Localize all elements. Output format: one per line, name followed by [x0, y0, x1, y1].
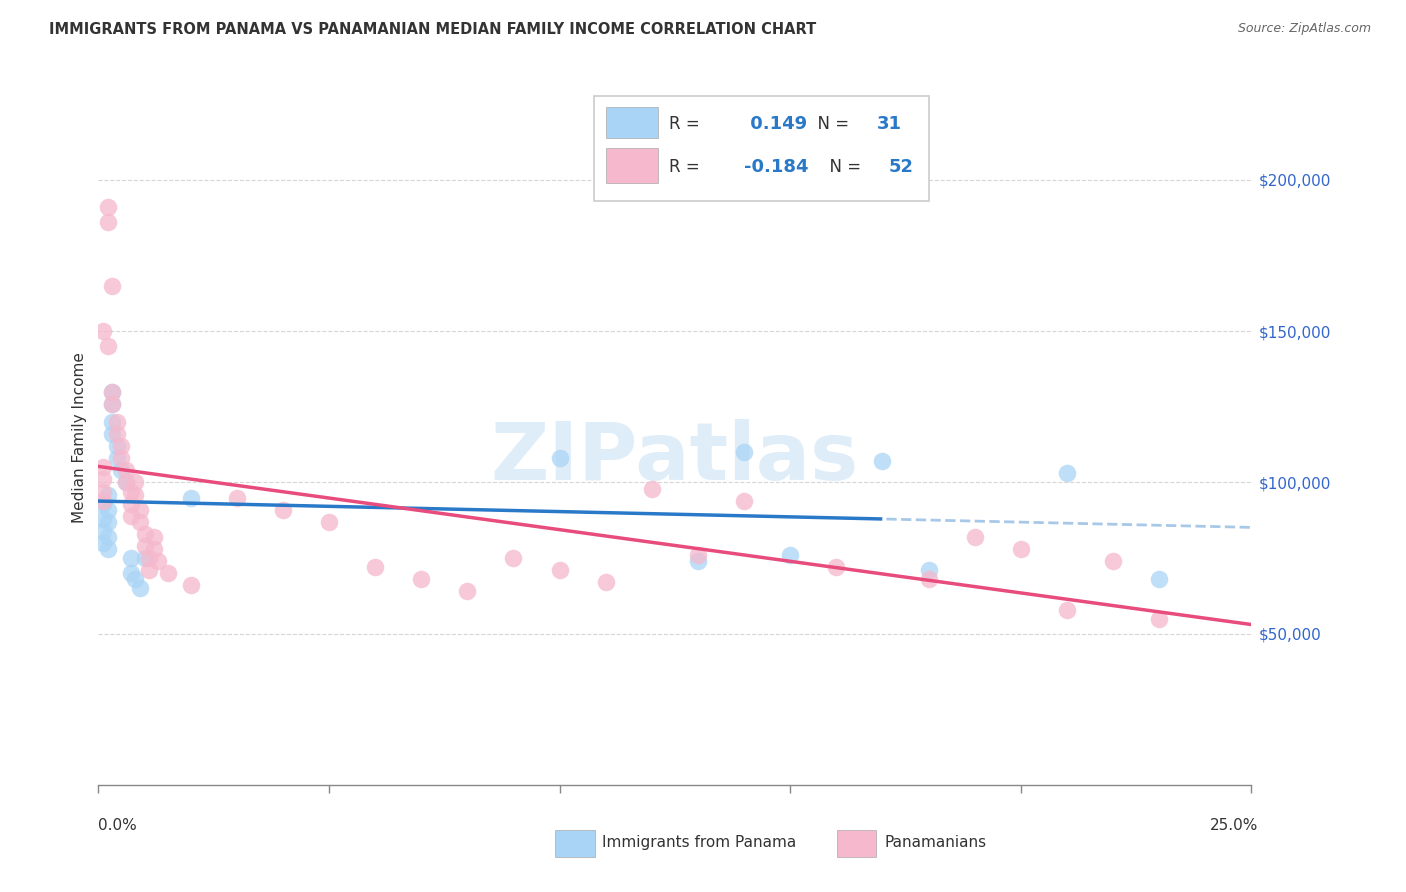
Point: [91, 536, 114, 550]
Point: [105, 451, 128, 466]
Point: [124, 475, 146, 490]
Point: [101, 397, 124, 411]
Text: R =: R =: [669, 158, 706, 176]
Point: [180, 578, 202, 592]
Point: [115, 475, 138, 490]
Text: 31: 31: [877, 115, 901, 133]
Y-axis label: Median Family Income: Median Family Income: [72, 351, 87, 523]
Point: [105, 427, 128, 442]
Point: [1056, 602, 1078, 616]
Point: [917, 572, 939, 586]
Point: [105, 415, 128, 429]
Point: [1102, 554, 1125, 568]
Point: [180, 491, 202, 505]
Point: [225, 491, 247, 505]
Text: Panamanians: Panamanians: [884, 836, 987, 850]
Point: [502, 551, 524, 566]
Point: [595, 575, 617, 590]
Point: [97, 515, 120, 529]
Point: [97, 530, 120, 544]
Point: [124, 487, 146, 501]
Point: [825, 560, 848, 574]
Point: [110, 451, 132, 466]
Point: [124, 572, 146, 586]
Point: [142, 530, 165, 544]
Point: [1147, 611, 1170, 625]
Point: [364, 560, 387, 574]
Point: [101, 384, 124, 399]
Point: [120, 508, 142, 523]
Point: [129, 582, 152, 596]
Text: Immigrants from Panama: Immigrants from Panama: [602, 836, 796, 850]
Text: 52: 52: [889, 158, 912, 176]
Point: [963, 530, 986, 544]
Point: [641, 482, 664, 496]
Point: [91, 512, 114, 526]
Point: [91, 460, 114, 475]
Point: [115, 475, 138, 490]
Point: [456, 584, 478, 599]
Point: [101, 397, 124, 411]
Text: IMMIGRANTS FROM PANAMA VS PANAMANIAN MEDIAN FAMILY INCOME CORRELATION CHART: IMMIGRANTS FROM PANAMA VS PANAMANIAN MED…: [49, 22, 817, 37]
Point: [318, 515, 340, 529]
Point: [134, 539, 156, 553]
Text: N =: N =: [807, 115, 855, 133]
Point: [733, 445, 755, 459]
Point: [138, 563, 160, 577]
Point: [91, 497, 114, 511]
Point: [97, 487, 120, 501]
Point: [110, 439, 132, 453]
Point: [134, 527, 156, 541]
Point: [91, 493, 114, 508]
Point: [548, 451, 571, 466]
Point: [686, 554, 709, 568]
Text: 0.0%: 0.0%: [98, 818, 138, 832]
Point: [917, 563, 939, 577]
Point: [548, 563, 571, 577]
Point: [156, 566, 179, 581]
Point: [101, 384, 124, 399]
Point: [779, 548, 801, 562]
Text: 0.149: 0.149: [744, 115, 807, 133]
Point: [872, 454, 894, 468]
Point: [91, 472, 114, 486]
Point: [120, 551, 142, 566]
Point: [686, 548, 709, 562]
Point: [91, 524, 114, 538]
Point: [91, 484, 114, 499]
Text: 25.0%: 25.0%: [1211, 818, 1258, 832]
Point: [1010, 541, 1032, 556]
Point: [120, 497, 142, 511]
Point: [271, 502, 294, 516]
Point: [1147, 572, 1170, 586]
Text: ZIPatlas: ZIPatlas: [491, 419, 859, 497]
Point: [115, 463, 138, 477]
Point: [411, 572, 433, 586]
Point: [97, 215, 120, 229]
Text: N =: N =: [818, 158, 866, 176]
Point: [97, 200, 120, 214]
Point: [110, 463, 132, 477]
Point: [134, 551, 156, 566]
Text: R =: R =: [669, 115, 706, 133]
Point: [733, 493, 755, 508]
Point: [129, 515, 152, 529]
Point: [97, 339, 120, 353]
Point: [142, 541, 165, 556]
Point: [105, 439, 128, 453]
Point: [148, 554, 170, 568]
Text: -0.184: -0.184: [744, 158, 808, 176]
Point: [1056, 467, 1078, 481]
Point: [91, 324, 114, 338]
Point: [101, 415, 124, 429]
Point: [101, 278, 124, 293]
Point: [97, 502, 120, 516]
Point: [129, 502, 152, 516]
Text: Source: ZipAtlas.com: Source: ZipAtlas.com: [1237, 22, 1371, 36]
Point: [138, 551, 160, 566]
Point: [101, 427, 124, 442]
Point: [120, 566, 142, 581]
Point: [120, 484, 142, 499]
Point: [97, 541, 120, 556]
